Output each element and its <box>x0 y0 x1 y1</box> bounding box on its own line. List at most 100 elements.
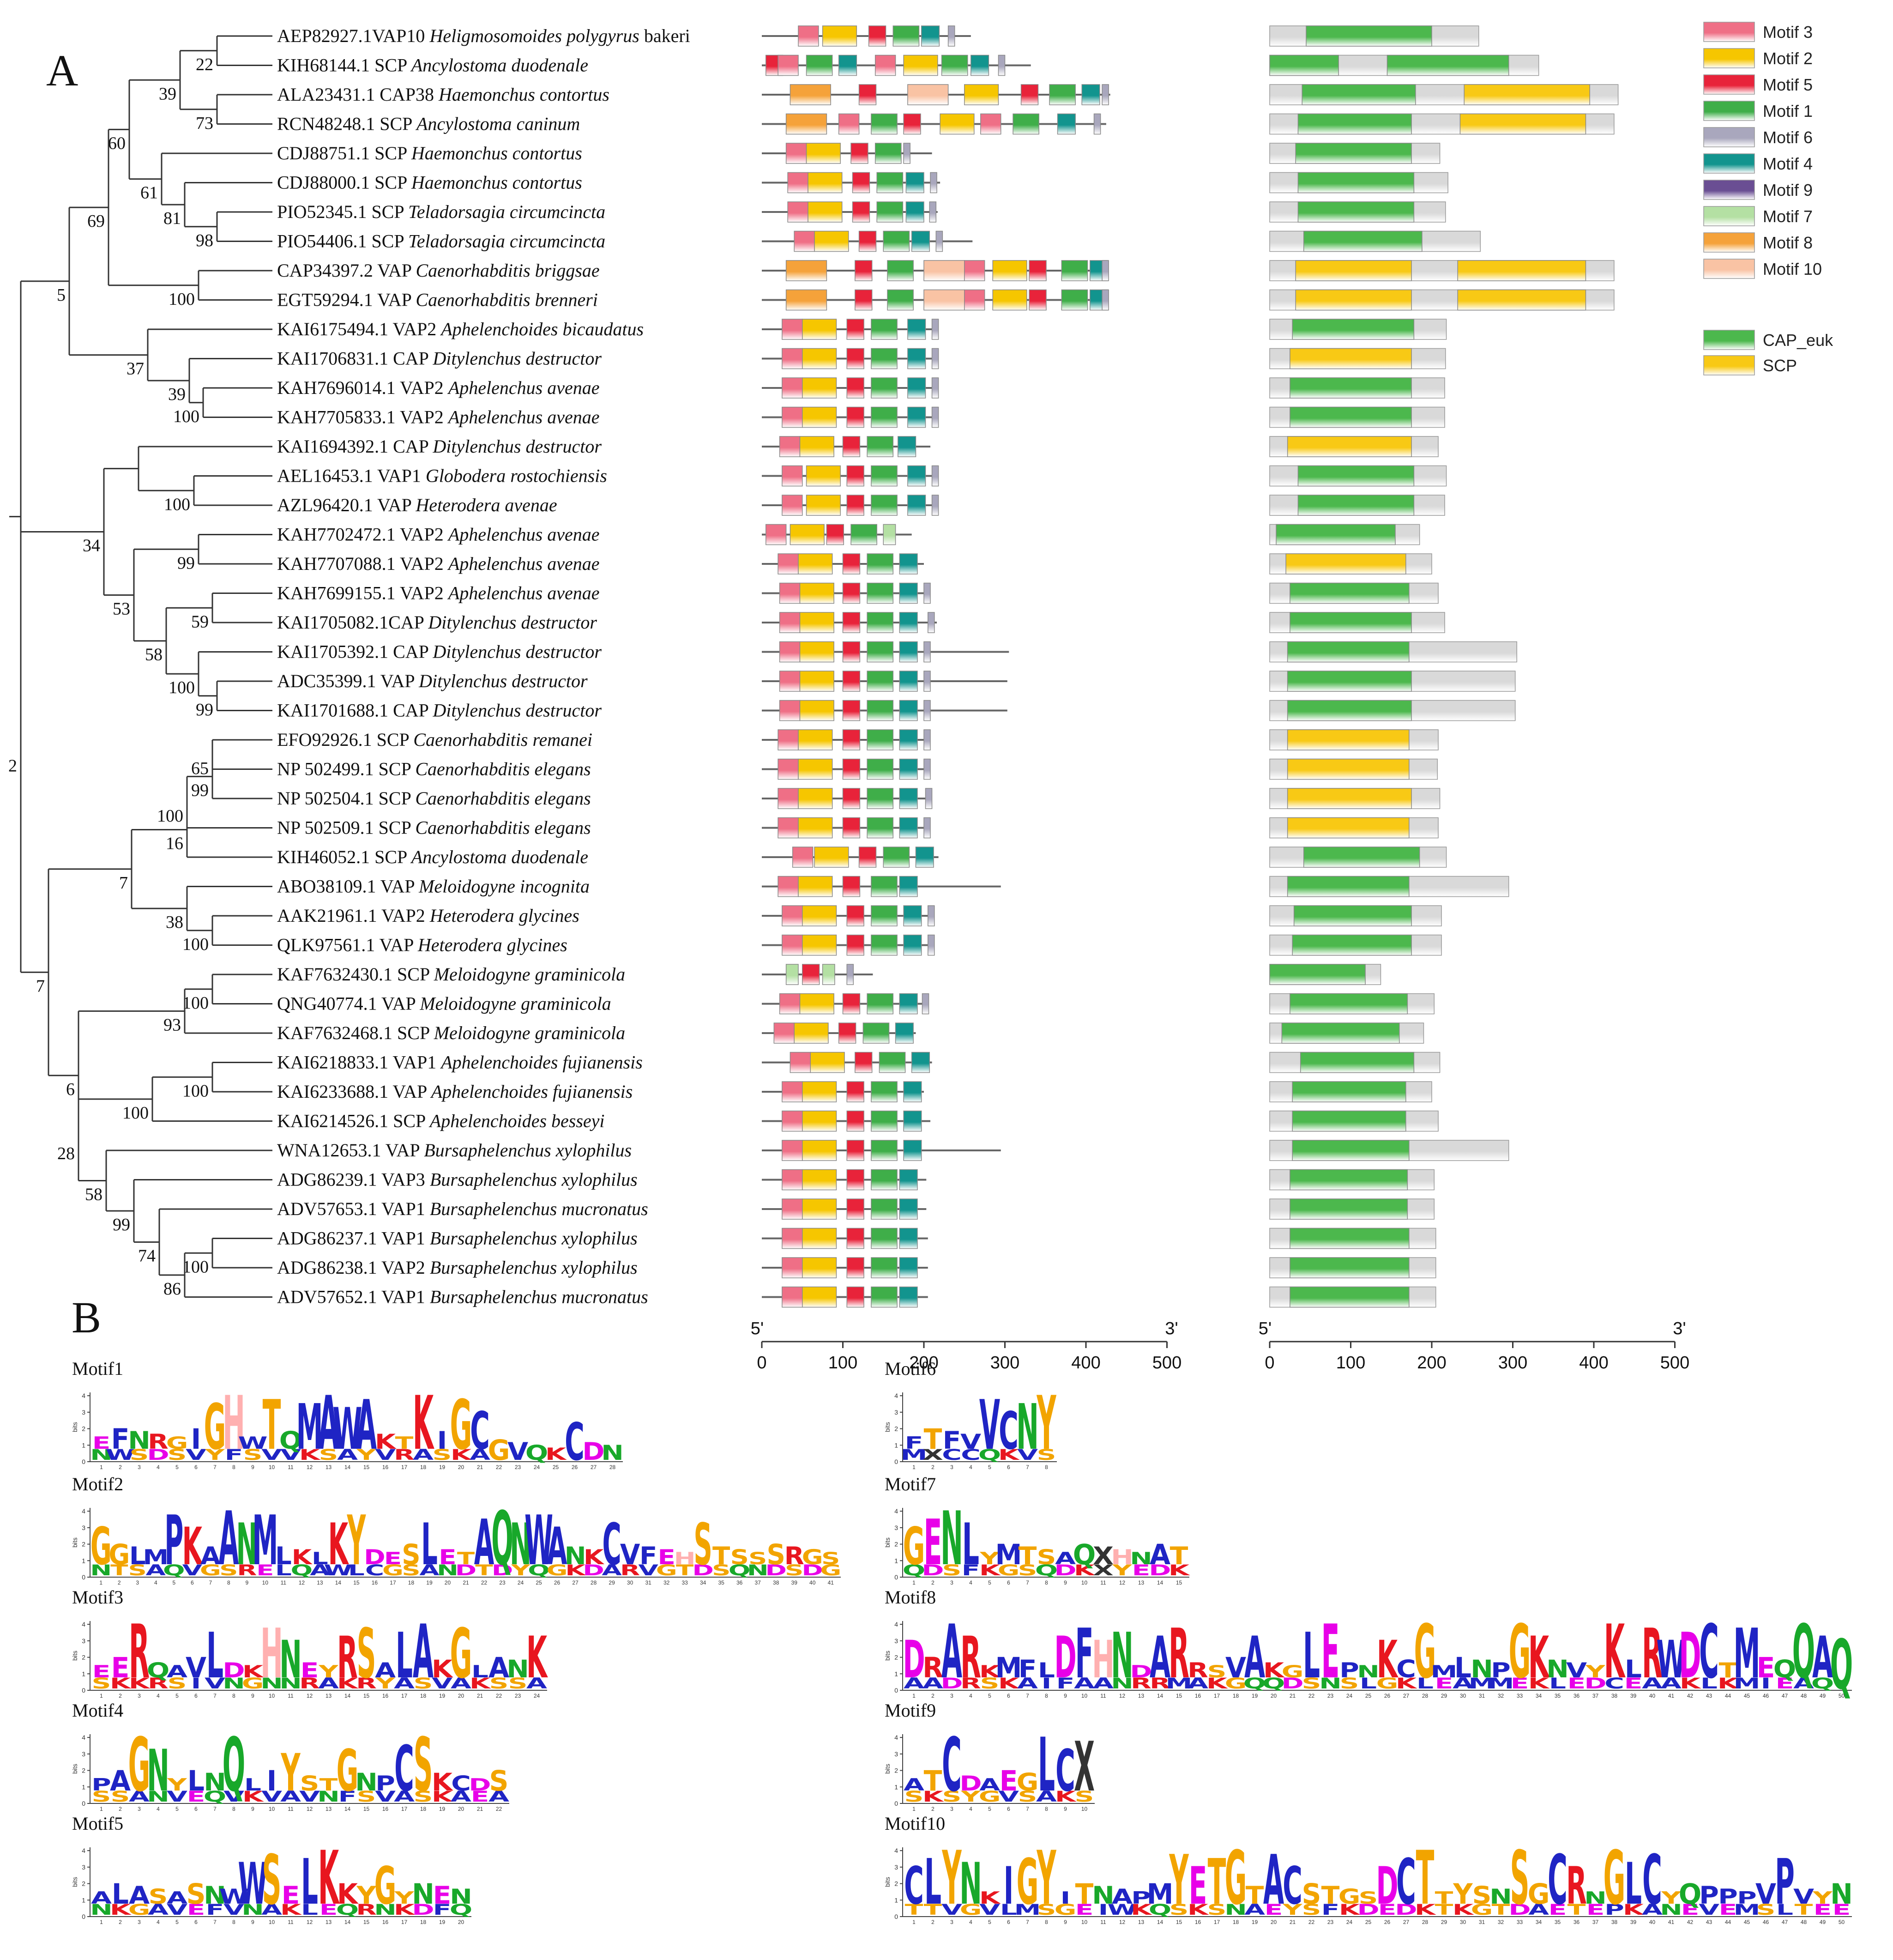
accession: KAH7696014.1 VAP2 <box>277 377 448 398</box>
motif-1-box <box>862 1022 890 1044</box>
accession: QNG40774.1 VAP <box>277 993 420 1014</box>
logo-letter: T <box>395 1434 414 1453</box>
logo-letter: S <box>489 1765 509 1797</box>
logo-position: 34 <box>1536 1919 1542 1925</box>
logo-letter: D <box>903 1630 925 1689</box>
motif-8-box <box>790 84 831 105</box>
cap_euk-domain <box>1290 993 1408 1015</box>
logo-letter: K <box>318 1836 340 1922</box>
species-name: Ancylostoma caninum <box>415 114 580 134</box>
logo-position: 3 <box>136 1579 139 1586</box>
logo-letter: S <box>730 1545 748 1569</box>
motif-6-box <box>1102 84 1109 105</box>
logo-letter: K <box>1415 1901 1436 1918</box>
motif-3-box <box>778 788 799 809</box>
logo-y-tick-label: 1 <box>894 1783 898 1791</box>
logo-letter: N <box>940 1496 963 1582</box>
cap_euk-domain <box>1297 495 1415 516</box>
logo-position: 13 <box>1138 1919 1145 1925</box>
species-name: Meloidogyne graminicola <box>434 1022 625 1043</box>
logo-position: 34 <box>700 1579 706 1586</box>
logo-position: 12 <box>1119 1693 1126 1699</box>
taxon-label: KAI1706831.1 CAP Ditylenchus destructor <box>277 348 602 369</box>
logo-letter: S <box>1510 1836 1530 1922</box>
bootstrap-value: 99 <box>177 553 195 573</box>
logo-letter: N <box>1111 1619 1133 1693</box>
logo-letter: V <box>280 1446 301 1464</box>
logo-position: 18 <box>1233 1919 1239 1925</box>
logo-position: 31 <box>1479 1693 1485 1699</box>
logo-letter: K <box>1263 1659 1285 1683</box>
motif-1-box <box>883 847 910 868</box>
logo-letter: F <box>206 1901 224 1918</box>
logo-letter: H <box>223 1381 245 1467</box>
motif-2-box <box>802 1110 837 1132</box>
motif-4-box <box>1081 84 1100 105</box>
logo-letter: V <box>375 1446 396 1464</box>
logo-letter: N <box>355 1768 378 1797</box>
logo-position: 7 <box>213 1464 217 1470</box>
logo-position: 15 <box>363 1806 370 1812</box>
logo-letter: D <box>940 1675 963 1692</box>
logo-letter: S <box>1170 1901 1189 1918</box>
logo-letter: Y <box>1036 1381 1056 1467</box>
logo-letter: V <box>998 1788 1019 1805</box>
logo-letter: T <box>1435 1888 1453 1908</box>
logo-letter: G <box>374 1856 397 1916</box>
taxon-label: ALA23431.1 CAP38 Haemonchus contortus <box>277 84 609 105</box>
logo-position: 16 <box>1195 1919 1201 1925</box>
logo-position: 5 <box>988 1464 991 1470</box>
logo-letter: S <box>980 1675 1000 1692</box>
logo-position: 21 <box>477 1693 483 1699</box>
logo-letter: V <box>432 1675 453 1692</box>
motif-6-box <box>947 25 955 47</box>
species-name: Haemonchus contortus <box>411 172 582 193</box>
logo-letter: F <box>905 1434 923 1453</box>
logo-motif8: Motif801234bitsAD1AR2DA3RR4SK5KM6AF7IL8F… <box>884 1587 1853 1705</box>
logo-position: 19 <box>439 1464 446 1470</box>
motif-7-box <box>822 964 835 985</box>
logo-letter: S <box>1302 1878 1321 1911</box>
axis-tick-label: 0 <box>757 1353 766 1373</box>
three-prime-label: 3' <box>1165 1319 1178 1338</box>
logo-letter: N <box>1471 1655 1493 1684</box>
logo-letter: W <box>324 1561 352 1579</box>
motif-5-box <box>846 1081 864 1102</box>
logo-letter: R <box>337 1624 358 1691</box>
species-name: Aphelenchoides besseyi <box>428 1111 605 1131</box>
motif-3-box <box>787 201 808 223</box>
motif-1-box <box>867 436 894 457</box>
logo-letter: E <box>1814 1901 1832 1918</box>
bootstrap-value: 99 <box>113 1215 130 1234</box>
logo-position: 29 <box>609 1579 615 1586</box>
logo-position: 15 <box>1176 1919 1182 1925</box>
logo-letter: R <box>129 1609 150 1695</box>
taxon-label: KAH7696014.1 VAP2 Aphelenchus avenae <box>277 377 599 398</box>
logo-position: 38 <box>773 1579 779 1586</box>
logo-position: 2 <box>119 1806 122 1812</box>
species-name: Haemonchus contortus <box>438 84 609 105</box>
logo-letter: N <box>223 1675 245 1692</box>
logo-letter: D <box>1376 1856 1398 1916</box>
logo-motif2: Motif201234bitsNG1TG2SL3AM4QP5VK6GA7SA8R… <box>71 1474 841 1586</box>
logo-position: 19 <box>439 1806 446 1812</box>
logo-letter: D <box>692 1561 714 1579</box>
logo-position: 10 <box>269 1693 275 1699</box>
logo-position: 9 <box>251 1806 254 1812</box>
logo-position: 22 <box>496 1464 502 1470</box>
logo-letter: T <box>320 1775 338 1795</box>
logo-position: 43 <box>1706 1919 1712 1925</box>
motif-1-box <box>871 1228 898 1249</box>
motif-3-box <box>782 377 803 399</box>
logo-y-tick-label: 4 <box>82 1847 85 1854</box>
logo-y-tick-label: 3 <box>82 1409 85 1416</box>
logo-position: 16 <box>382 1919 389 1925</box>
logo-position: 45 <box>1744 1693 1750 1699</box>
logo-letter: A <box>375 1659 396 1683</box>
species-name: Aphelenchoides bicaudatus <box>440 319 644 339</box>
logo-position: 12 <box>299 1579 305 1586</box>
logo-letter: W <box>238 1434 267 1453</box>
motif-2-box <box>806 143 841 164</box>
logo-letter: N <box>1357 1662 1380 1682</box>
logo-letter: P <box>1699 1881 1719 1910</box>
